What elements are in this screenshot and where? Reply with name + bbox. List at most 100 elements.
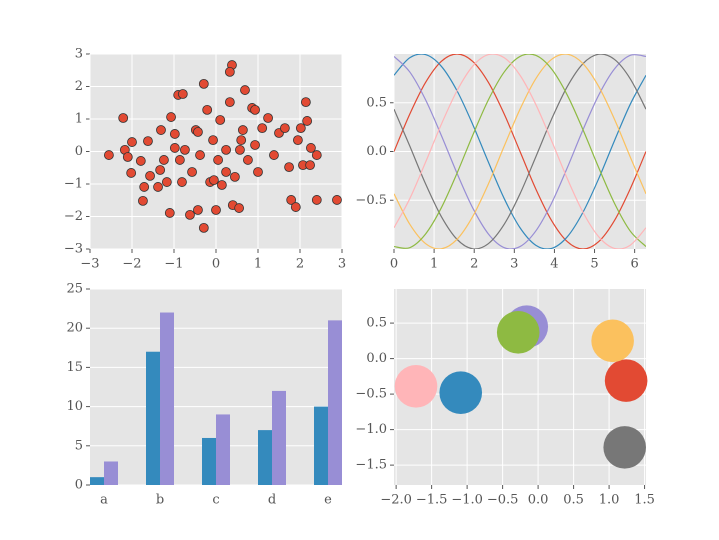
- scatter-point: [292, 135, 303, 146]
- scatter-point: [234, 203, 245, 213]
- scatter-point: [177, 89, 188, 99]
- line-series: [394, 54, 646, 249]
- x-tick-label: 0.5: [563, 493, 584, 508]
- scatter-point: [180, 144, 190, 155]
- scatter-point: [224, 97, 235, 107]
- y-tick-label: 5: [75, 438, 83, 453]
- y-tick-label: 3: [75, 47, 83, 62]
- scatter-point: [306, 143, 316, 153]
- bar: [272, 390, 286, 485]
- scatter-point: [240, 85, 250, 95]
- line-series: [394, 54, 646, 249]
- x-tick-label: −2.0: [380, 493, 412, 508]
- y-tick-label: 0.0: [366, 351, 387, 366]
- x-tick-label: d: [268, 493, 276, 508]
- bar: [216, 414, 230, 485]
- y-tick-label: 0.5: [366, 316, 387, 331]
- line-series: [394, 54, 646, 249]
- x-tick-label: 2: [296, 257, 304, 272]
- x-tick-label: −3: [80, 257, 99, 272]
- x-tick-label: −1.5: [416, 493, 448, 508]
- bar: [314, 406, 328, 485]
- scatter-point: [332, 195, 342, 205]
- scatter-point: [138, 195, 148, 206]
- bubble: [439, 371, 483, 414]
- scatter-point: [286, 195, 297, 205]
- scatter-point: [263, 113, 273, 123]
- bubble: [591, 319, 634, 363]
- y-tick-label: −0.5: [355, 193, 387, 208]
- scatter-point: [193, 127, 203, 137]
- scatter-point: [208, 135, 218, 146]
- x-tick-label: 6: [631, 257, 639, 272]
- y-tick-label: 1: [75, 112, 83, 127]
- y-tick-label: 25: [66, 282, 83, 297]
- x-tick-label: c: [212, 493, 219, 508]
- scatter-point: [243, 155, 253, 165]
- y-tick-label: −1.0: [355, 422, 387, 437]
- scatter-point: [198, 222, 209, 233]
- scatter-point: [166, 112, 176, 122]
- y-tick-label: 0: [75, 478, 83, 493]
- y-tick-label: 2: [75, 79, 83, 94]
- x-tick-label: 0.0: [528, 493, 549, 508]
- scatter-point: [250, 140, 260, 150]
- subplot: 0 5 10 15 20 25 a b c d e: [66, 282, 342, 508]
- x-tick-label: 1.5: [634, 493, 655, 508]
- bar: [90, 477, 104, 485]
- x-tick-label: −1: [164, 257, 183, 272]
- scatter-point: [122, 152, 133, 162]
- y-tick-label: −1: [64, 177, 83, 192]
- scatter-point: [169, 129, 180, 139]
- x-tick-label: −0.5: [487, 493, 519, 508]
- scatter-point: [311, 195, 322, 205]
- scatter-point: [257, 123, 268, 134]
- x-tick-label: 1.0: [599, 493, 620, 508]
- scatter-point: [187, 167, 197, 177]
- scatter-point: [221, 167, 231, 177]
- x-tick-label: a: [100, 493, 108, 508]
- bar: [202, 437, 216, 485]
- scatter-point: [156, 125, 166, 135]
- scatter-point: [208, 175, 219, 186]
- scatter-point: [104, 150, 114, 160]
- scatter-point: [193, 205, 203, 215]
- line-series: [394, 54, 646, 249]
- scatter-point: [127, 137, 137, 147]
- x-tick-label: b: [156, 493, 164, 508]
- scatter-point: [236, 135, 247, 146]
- scatter-point: [139, 182, 150, 192]
- line-series: [394, 54, 646, 249]
- scatter-point: [161, 177, 172, 187]
- x-tick-label: 0: [212, 257, 220, 272]
- scatter-point: [224, 66, 235, 77]
- x-tick-label: 5: [590, 257, 598, 272]
- subplot: −3 −2 −1 0 1 2 3 −3 −2 −1 0 1 2 3: [64, 47, 346, 272]
- scatter-point: [143, 136, 153, 147]
- y-tick-label: 20: [66, 321, 83, 336]
- scatter-point: [311, 150, 322, 160]
- scatter-point: [305, 160, 315, 171]
- scatter-point: [198, 79, 209, 89]
- subplot: −0.5 0.0 0.5 0 1 2 3 4 5 6: [355, 54, 646, 272]
- x-tick-label: 1: [430, 257, 438, 272]
- bubble: [603, 426, 646, 469]
- bubble: [496, 311, 540, 354]
- scatter-point: [237, 125, 248, 135]
- x-tick-label: 4: [550, 257, 558, 272]
- scatter-point: [216, 180, 227, 190]
- bubble: [394, 364, 438, 408]
- scatter-point: [229, 171, 240, 182]
- scatter-point: [215, 115, 226, 125]
- y-tick-label: 0.5: [366, 95, 387, 110]
- scatter-point: [300, 97, 311, 107]
- y-tick-label: 0: [75, 144, 83, 159]
- scatter-point: [169, 143, 180, 153]
- scatter-point: [153, 182, 163, 192]
- scatter-point: [221, 144, 231, 155]
- scatter-point: [164, 208, 175, 218]
- scatter-point: [145, 170, 155, 181]
- scatter-point: [177, 177, 187, 187]
- scatter-point: [302, 116, 313, 126]
